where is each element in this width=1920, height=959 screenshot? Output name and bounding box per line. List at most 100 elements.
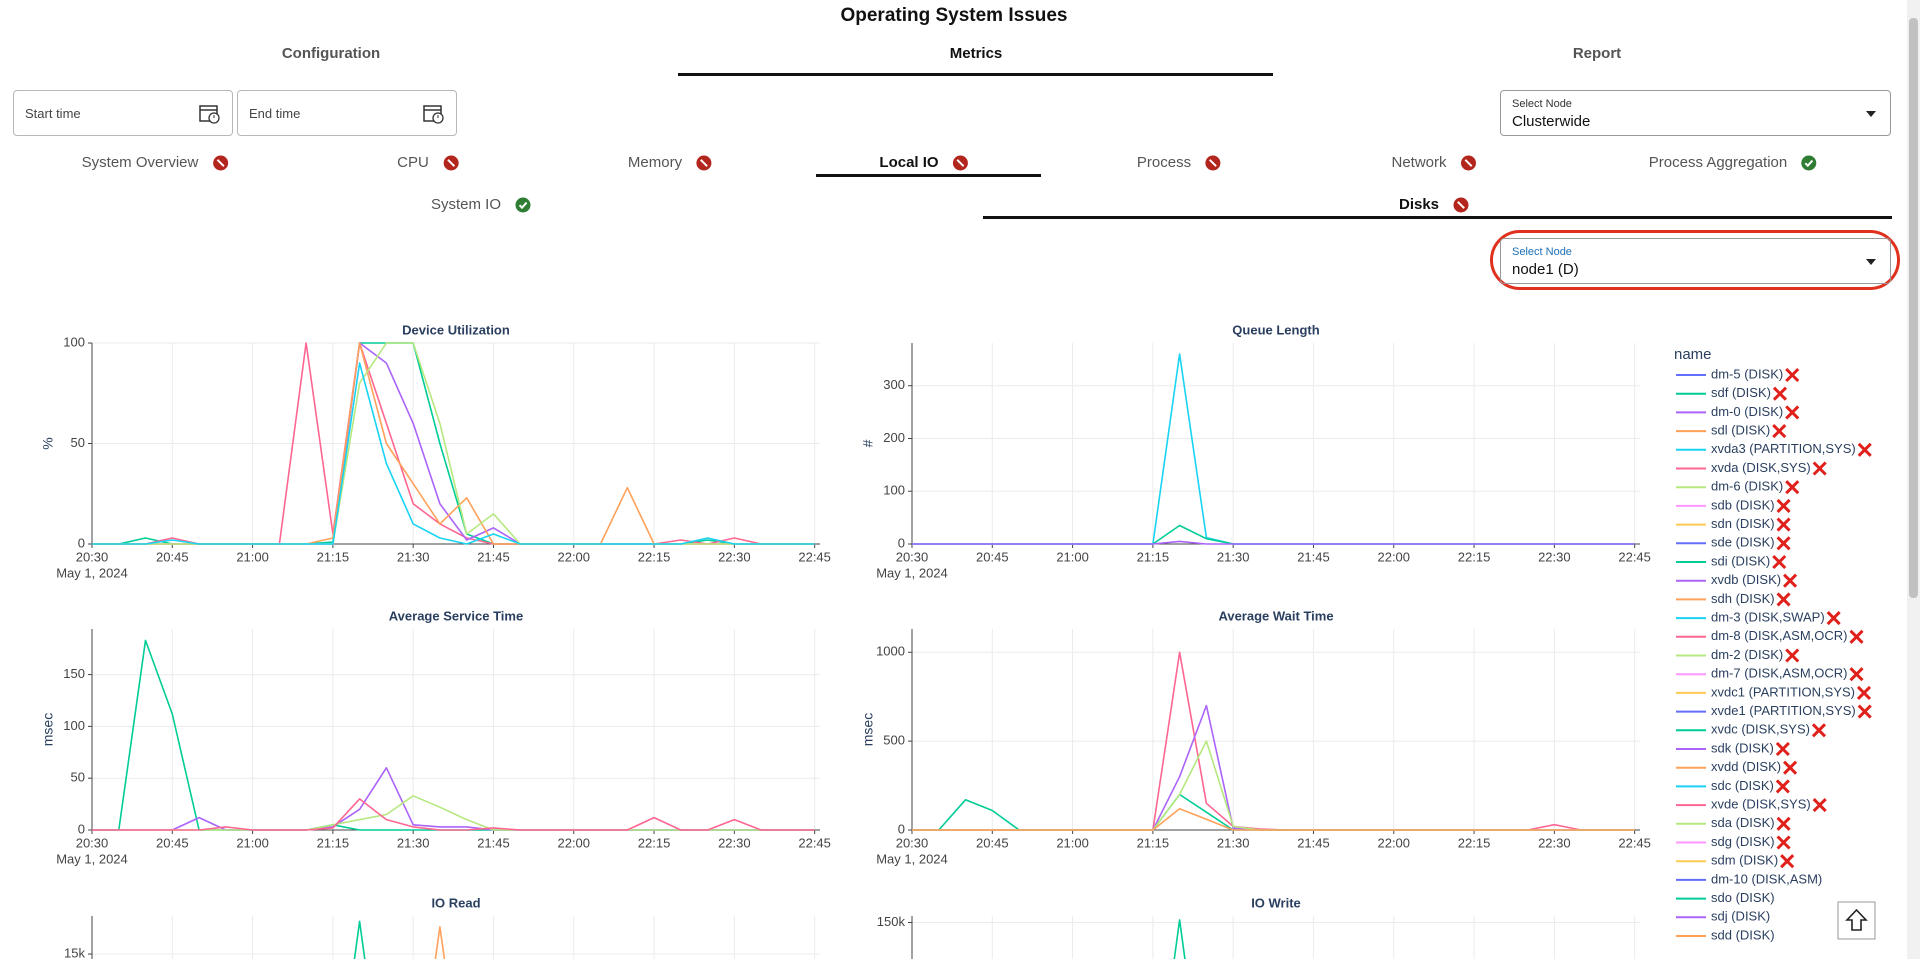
sub-tab-label: Disks — [1398, 196, 1440, 213]
sub-tab[interactable]: Process Aggregation — [1649, 154, 1817, 171]
y-tick-label: 100 — [883, 483, 905, 498]
remove-icon[interactable] — [1775, 779, 1790, 794]
legend-label: dm-10 (DISK,ASM) — [1711, 871, 1822, 886]
sub-tab-label: CPU — [397, 154, 429, 171]
series-line — [912, 807, 1635, 831]
end-time-input[interactable]: End time — [237, 90, 457, 136]
remove-icon[interactable] — [1785, 648, 1800, 663]
y-tick-label: 1000 — [876, 644, 905, 659]
error-icon — [212, 155, 228, 170]
y-tick-label: 300 — [883, 377, 905, 392]
chart-title: IO Write — [1251, 895, 1301, 910]
x-tick-label: 20:30 — [76, 835, 109, 850]
remove-x — [1776, 816, 1791, 831]
x-date-label: May 1, 2024 — [876, 565, 948, 580]
remove-x — [1776, 835, 1791, 850]
remove-icon[interactable] — [1772, 424, 1787, 439]
tab[interactable]: Report — [1572, 45, 1622, 62]
remove-icon[interactable] — [1772, 386, 1788, 401]
sub-tab[interactable]: Memory — [628, 154, 712, 171]
remove-x — [1783, 760, 1798, 775]
remove-icon[interactable] — [1783, 760, 1798, 775]
legend-label: sdl (DISK) — [1711, 423, 1770, 438]
tab[interactable]: Configuration — [281, 45, 381, 62]
remove-icon[interactable] — [1776, 536, 1791, 551]
remove-icon[interactable] — [1785, 405, 1800, 420]
sub-tab[interactable]: Local IO — [879, 154, 969, 171]
remove-icon[interactable] — [1776, 816, 1791, 831]
x-tick-label: 22:15 — [1458, 549, 1491, 564]
tab[interactable]: Metrics — [949, 45, 1003, 62]
sub-tab[interactable]: CPU — [397, 154, 459, 171]
remove-icon[interactable] — [1849, 667, 1864, 682]
remove-x — [1785, 405, 1800, 420]
node-select[interactable]: Select Node Clusterwide — [1500, 90, 1891, 136]
remove-icon[interactable] — [1812, 461, 1827, 476]
remove-x — [1811, 723, 1827, 738]
remove-icon[interactable] — [1776, 517, 1791, 532]
calendar-icon[interactable] — [198, 102, 220, 124]
remove-icon[interactable] — [1783, 573, 1798, 588]
calendar-icon[interactable] — [422, 102, 444, 124]
sub-tab[interactable]: Process — [1137, 154, 1221, 171]
y-tick-label: 100 — [63, 334, 85, 349]
x-tick-label: 21:00 — [236, 549, 269, 564]
remove-icon[interactable] — [1776, 498, 1791, 513]
remove-x — [1857, 704, 1872, 719]
start-time-input[interactable]: Start time — [13, 90, 233, 136]
remove-x — [1775, 741, 1790, 757]
scrollbar-thumb[interactable] — [1909, 18, 1918, 598]
select-value: node1 (D) — [1512, 261, 1579, 278]
scroll-top-button[interactable] — [1837, 901, 1876, 940]
remove-icon[interactable] — [1776, 835, 1791, 850]
legend-label: xvda3 (PARTITION,SYS) — [1711, 441, 1856, 456]
legend-label: sdo (DISK) — [1711, 890, 1775, 905]
remove-x — [1785, 367, 1800, 383]
legend-label: xvdd (DISK) — [1711, 759, 1781, 774]
remove-icon[interactable] — [1857, 704, 1872, 719]
remove-icon[interactable] — [1775, 741, 1790, 757]
remove-icon[interactable] — [1776, 592, 1791, 607]
remove-icon[interactable] — [1849, 629, 1864, 644]
remove-x — [1849, 667, 1864, 682]
sub-tab[interactable]: System Overview — [82, 154, 229, 171]
sub-tab-underline — [816, 174, 1041, 177]
x-tick-label: 20:45 — [976, 549, 1009, 564]
x-tick-label: 22:00 — [1377, 835, 1410, 850]
remove-icon[interactable] — [1812, 798, 1827, 813]
up-arrow-icon — [1845, 908, 1868, 931]
x-tick-label: 21:45 — [477, 549, 510, 564]
ok-icon — [1801, 155, 1817, 170]
remove-icon[interactable] — [1780, 854, 1795, 869]
error-icon — [696, 155, 712, 170]
remove-x — [1826, 611, 1841, 626]
sub-tab[interactable]: Network — [1391, 154, 1477, 171]
sub-tab[interactable]: System IO — [431, 196, 531, 213]
remove-icon[interactable] — [1826, 611, 1841, 626]
legend-label: sdj (DISK) — [1711, 909, 1770, 924]
remove-icon[interactable] — [1772, 554, 1787, 570]
x-tick-label: 22:00 — [557, 835, 590, 850]
remove-x — [1776, 536, 1791, 551]
remove-icon[interactable] — [1785, 367, 1800, 383]
remove-icon[interactable] — [1857, 442, 1872, 457]
y-tick-label: 15k — [64, 945, 85, 959]
sub-tab[interactable]: Disks — [1399, 196, 1469, 213]
x-tick-label: 21:15 — [1137, 549, 1170, 564]
series-line — [1173, 919, 1186, 959]
remove-icon[interactable] — [1856, 685, 1872, 700]
disk-node-select[interactable]: Select Node node1 (D) — [1500, 238, 1891, 284]
remove-icon[interactable] — [1811, 723, 1827, 738]
remove-icon[interactable] — [1785, 480, 1800, 495]
series-line — [92, 362, 815, 545]
remove-x — [1780, 854, 1795, 869]
x-tick-label: 22:30 — [1538, 835, 1571, 850]
error-icon — [1461, 155, 1477, 170]
x-tick-label: 22:30 — [1538, 549, 1571, 564]
remove-x — [1849, 629, 1864, 644]
sub-tab-label: System Overview — [81, 154, 199, 171]
series-line — [912, 540, 1635, 545]
x-tick-label: 21:45 — [1297, 835, 1330, 850]
legend-label: dm-0 (DISK) — [1711, 404, 1783, 419]
